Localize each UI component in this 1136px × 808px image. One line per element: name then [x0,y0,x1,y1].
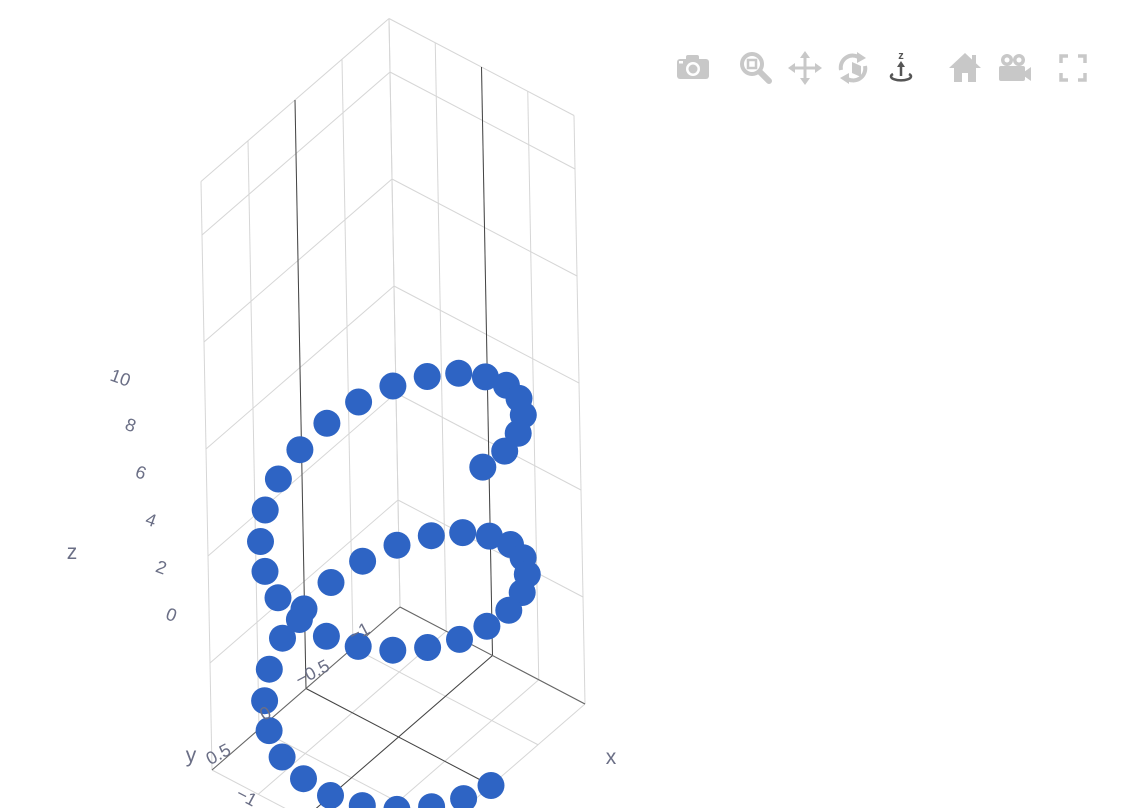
scatter-point[interactable] [255,655,283,683]
z-axis-title: z [67,541,78,564]
scatter-point[interactable] [251,496,279,524]
scatter-point[interactable] [471,363,499,391]
scatter-point[interactable] [379,372,407,400]
scatter-point[interactable] [312,622,340,650]
y-axis-line [211,606,401,771]
x-zero-line-wall [481,66,493,656]
wall-grid-line [573,115,586,705]
scatter-point[interactable] [473,612,501,640]
scatter-point[interactable] [269,624,296,652]
scatter-point[interactable] [383,795,411,808]
x-tick-label: −1 [233,783,261,808]
z-tick-label: 6 [133,462,149,484]
z-tick-label: 0 [163,604,179,626]
scatter-point[interactable] [247,528,274,555]
scatter-point[interactable] [418,793,446,808]
wall-grid-line [200,181,213,771]
y-tick-label: 0.5 [203,739,234,768]
last-save-camera-icon[interactable] [994,48,1034,88]
scatter-point[interactable] [446,625,473,653]
floor-grid-line [211,769,286,808]
y-zero-line [305,688,492,786]
scatter-point[interactable] [445,359,473,387]
scatter-point[interactable] [251,687,279,715]
scatter-point[interactable] [413,363,441,390]
scatter-point[interactable] [290,765,317,793]
scatter-point[interactable] [417,522,445,550]
scatter-point[interactable] [255,717,283,745]
scatter-point[interactable] [450,785,478,808]
scatter-point[interactable] [491,437,519,465]
scatter-point[interactable] [286,436,314,464]
wall-grid-line [247,140,260,730]
scatter-point[interactable] [251,557,279,585]
scatter-point[interactable] [383,531,411,559]
floor-grid-line [390,679,540,808]
scatter-point[interactable] [313,409,341,437]
orbit-rotation-icon[interactable] [833,48,873,88]
scatter-point[interactable] [349,547,377,575]
camera-icon[interactable] [672,48,712,88]
home-icon[interactable] [945,48,985,88]
z-tick-label: 2 [153,556,169,578]
y-tick-label: −0.5 [292,655,333,689]
scatter-point[interactable] [414,634,442,661]
scatter-point[interactable] [475,522,503,550]
z-tick-label: 10 [108,365,134,391]
wall-grid-line [341,59,354,648]
z-tick-label: 4 [143,509,159,531]
pan-icon[interactable] [785,48,825,88]
scatter-point[interactable] [317,782,344,808]
scatter-point[interactable] [379,636,407,664]
axis-lines [211,66,586,808]
y-axis-title: y [186,744,197,767]
scatter-point[interactable] [264,465,292,493]
scatter-point[interactable] [348,792,376,808]
turntable-letter: z [898,50,904,62]
fullscreen-icon[interactable] [1053,48,1093,88]
scatter-point[interactable] [285,606,313,633]
scatter-point[interactable] [469,453,497,481]
scatter-point[interactable] [477,772,505,799]
scatter-point[interactable] [317,569,345,596]
y-zero-line-wall [294,99,307,689]
wall-grid-line [388,18,401,608]
x-axis-title: x [606,746,617,769]
marker-layer[interactable] [247,359,541,808]
scatter-point[interactable] [344,632,372,660]
scatter-point[interactable] [449,519,477,547]
scatter-point[interactable] [268,743,296,771]
z-tick-label: 8 [123,414,139,436]
scatter-point[interactable] [495,596,523,624]
scatter-point[interactable] [264,584,292,612]
x-axis-line [399,606,586,705]
zoom-icon[interactable] [736,48,776,88]
scatter-point[interactable] [345,388,373,416]
turntable-rotation-icon[interactable]: z [881,48,921,88]
